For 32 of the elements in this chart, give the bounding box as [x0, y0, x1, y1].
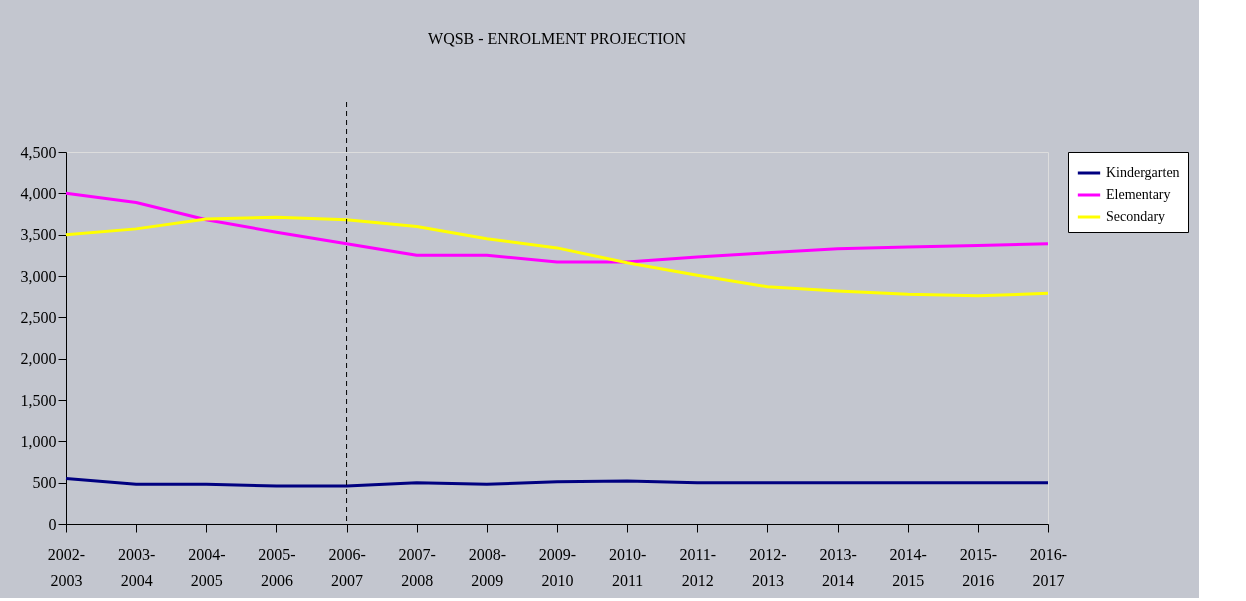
y-tick-label: 1,500 — [20, 391, 57, 409]
x-tick-label: 2006-2007 — [328, 545, 366, 589]
y-tick-label: 2,500 — [20, 308, 57, 326]
y-tick-label: 1,000 — [20, 432, 57, 450]
x-tick-label: 2010-2011 — [608, 545, 647, 589]
x-tick-label: 2013-2014 — [819, 545, 857, 589]
x-tick-label: 2007-2008 — [398, 545, 436, 589]
x-tick-label: 2009-2010 — [538, 545, 577, 589]
chart-title: WQSB - ENROLMENT PROJECTION — [428, 29, 687, 47]
y-tick-label: 0 — [48, 515, 57, 533]
x-tick-label: 2003-2004 — [117, 545, 156, 589]
x-tick-label: 2015-2016 — [959, 545, 998, 589]
y-tick-label: 2,000 — [20, 350, 57, 368]
x-tick-label: 2002-2003 — [47, 545, 86, 589]
line-series — [64, 215, 1050, 298]
x-tick-label: 2011-2012 — [679, 545, 717, 589]
y-tick-label: 4,500 — [20, 143, 57, 161]
legend-label: Secondary — [1106, 209, 1166, 224]
y-tick-label: 4,000 — [20, 184, 57, 202]
x-tick-label: 2016-2017 — [1029, 545, 1068, 589]
x-tick-label: 2012-2013 — [749, 545, 787, 589]
x-tick-label: 2004-2005 — [188, 545, 226, 589]
legend-label: Elementary — [1106, 187, 1171, 202]
x-tick-label: 2008-2009 — [468, 545, 507, 589]
y-tick-label: 3,500 — [20, 226, 57, 244]
y-tick-label: 3,000 — [20, 267, 57, 285]
x-tick-label: 2005-2006 — [258, 545, 296, 589]
line-series — [64, 477, 1050, 488]
legend-label: Kindergarten — [1106, 165, 1180, 180]
x-tick-label: 2014-2015 — [889, 545, 927, 589]
line-series — [64, 191, 1050, 264]
y-tick-label: 500 — [32, 474, 57, 492]
